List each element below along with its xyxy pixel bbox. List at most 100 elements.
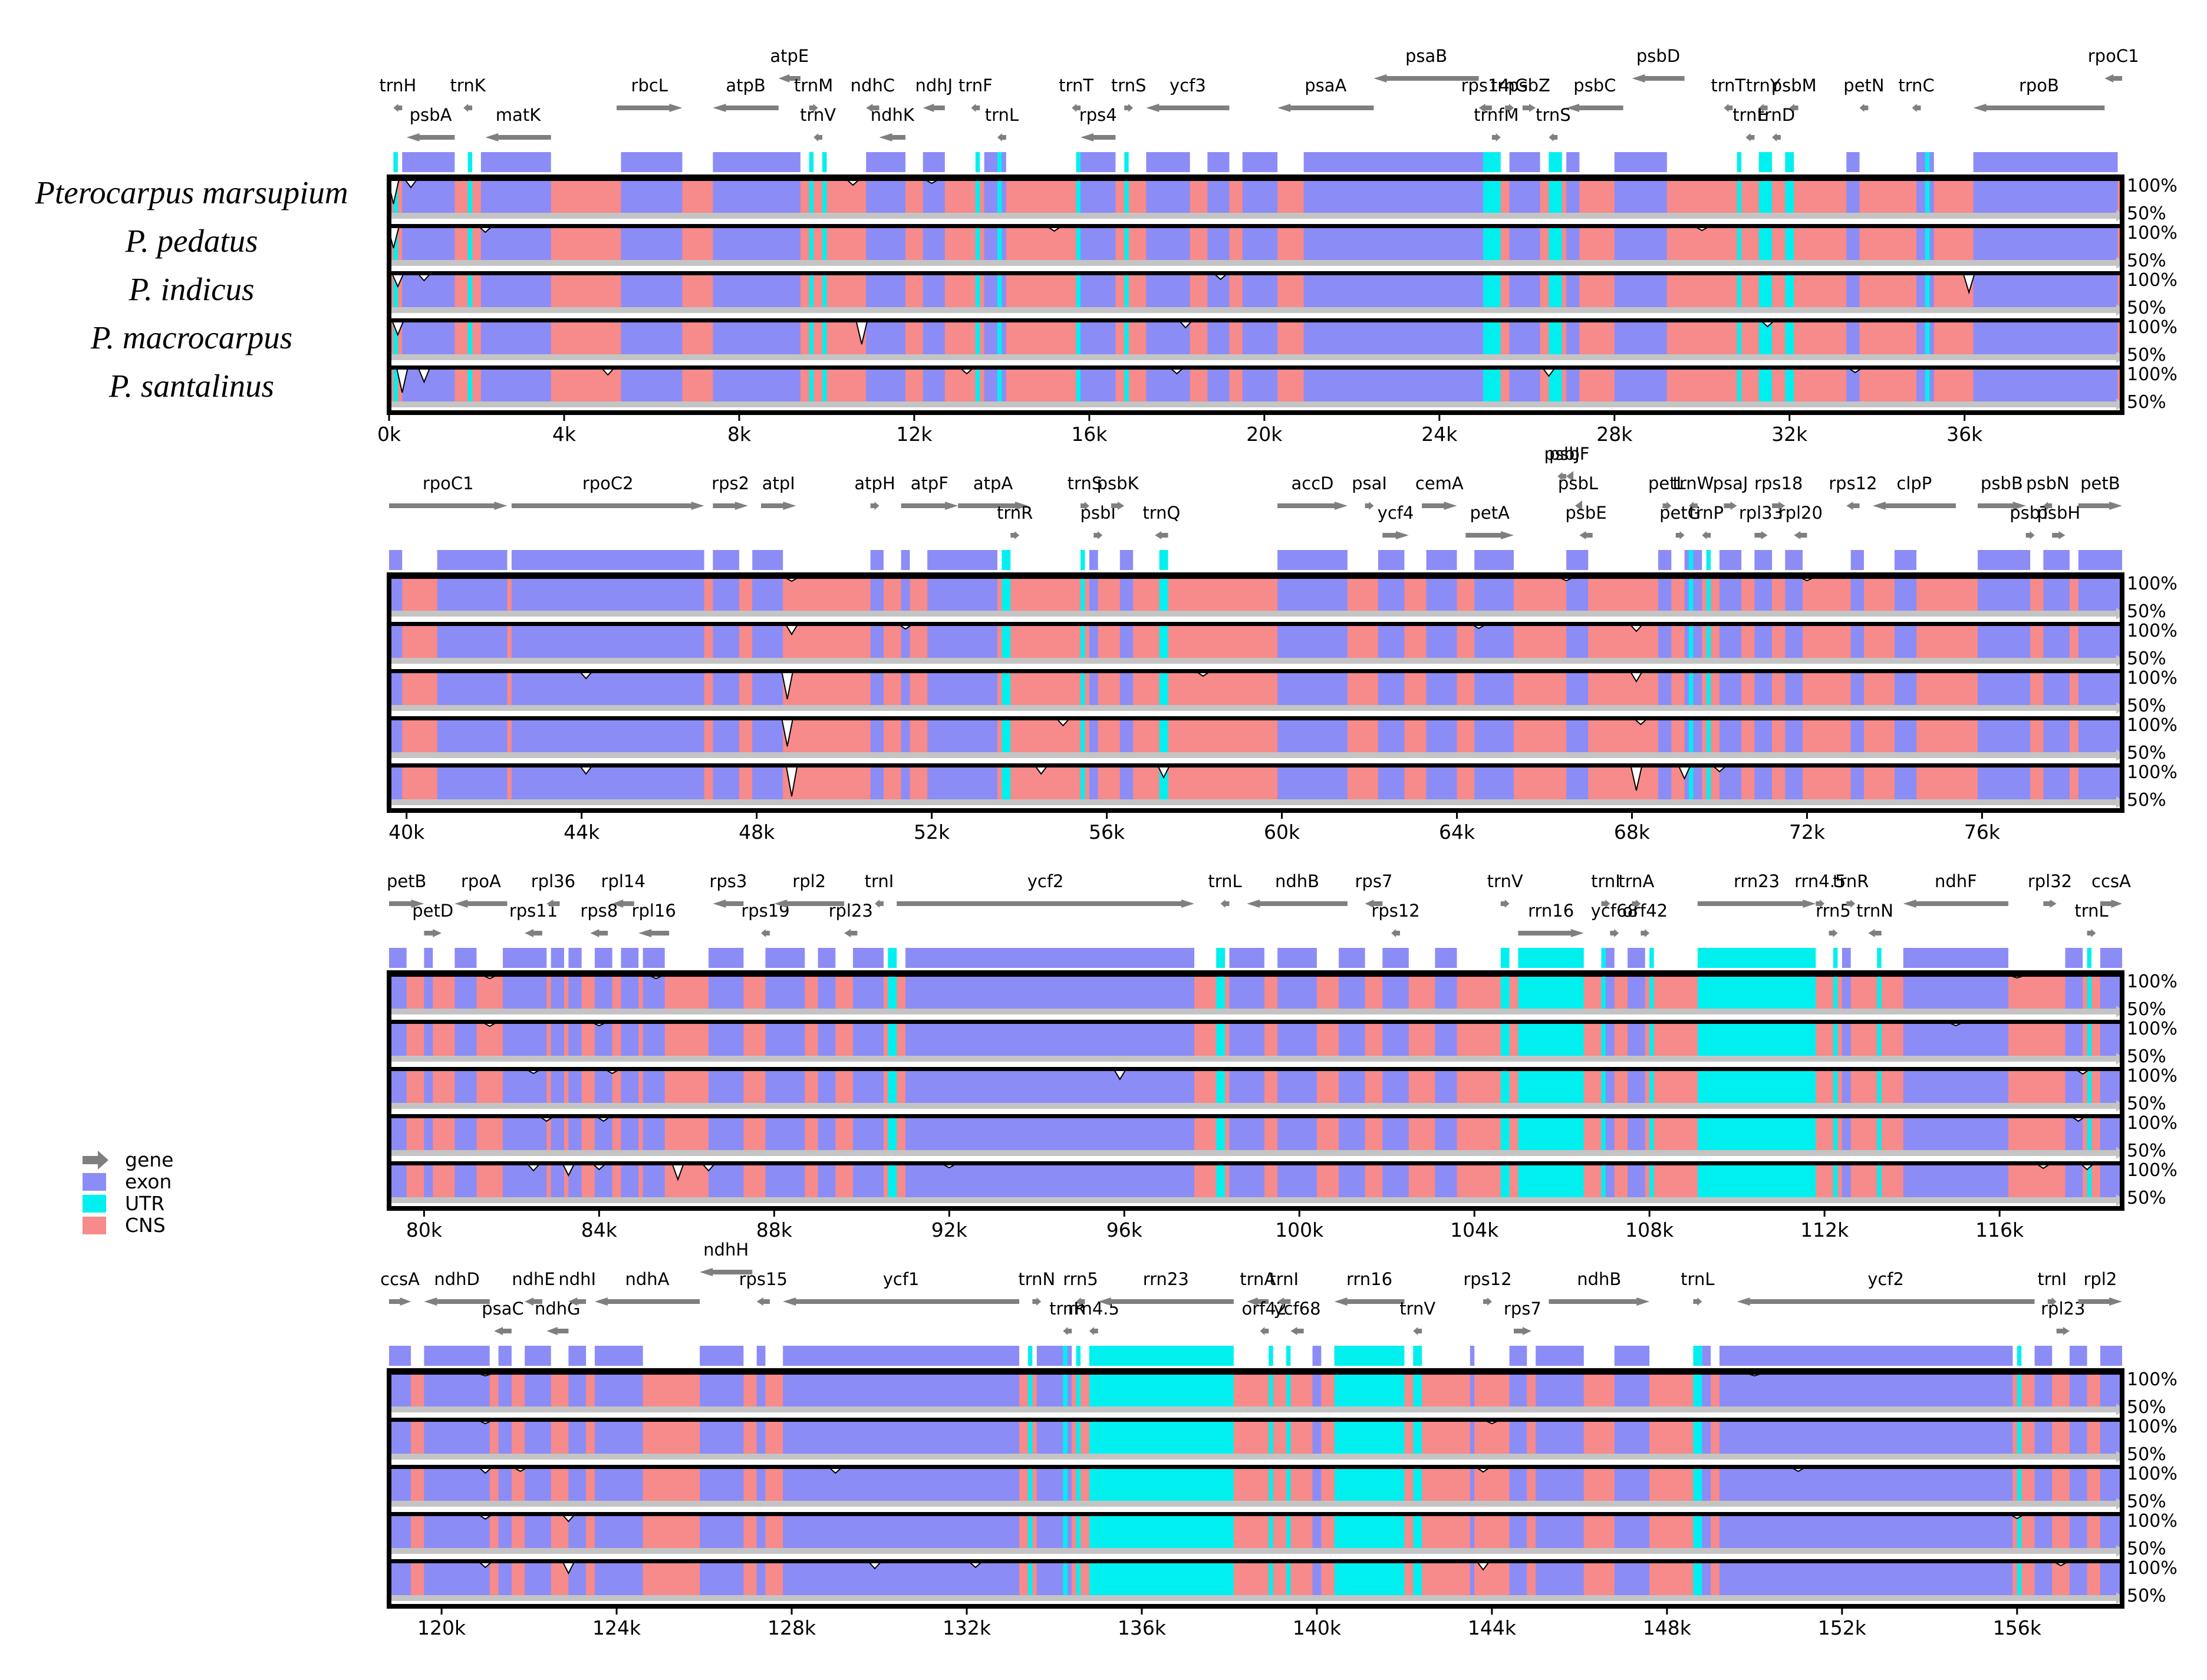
utr-fill bbox=[1081, 625, 1085, 660]
gene-arrow bbox=[1772, 133, 1781, 141]
exon-fill bbox=[415, 228, 455, 262]
exon-fill bbox=[756, 1563, 766, 1597]
gene-arrow bbox=[870, 502, 879, 510]
gene-arrow bbox=[1098, 1297, 1234, 1306]
utr-fill bbox=[1286, 1421, 1291, 1456]
utr-block bbox=[1758, 152, 1773, 172]
gene-label: trnH bbox=[379, 75, 416, 95]
gene-label: rpoC1 bbox=[2088, 46, 2139, 66]
exon-block bbox=[1894, 550, 1917, 570]
utr-fill bbox=[1216, 1023, 1226, 1058]
exon-fill bbox=[503, 1070, 547, 1105]
utr-fill bbox=[1334, 1468, 1405, 1503]
exon-fill bbox=[984, 275, 1006, 309]
gene-arrow bbox=[1745, 133, 1755, 141]
exon-fill bbox=[511, 767, 704, 802]
x-tick-label: 96k bbox=[1106, 1218, 1143, 1241]
baseline-bar bbox=[389, 1406, 2117, 1412]
gene-arrow bbox=[958, 502, 1028, 510]
x-tick-label: 120k bbox=[417, 1616, 466, 1639]
utr-fill bbox=[1500, 1070, 1510, 1105]
exon-fill bbox=[1474, 673, 1514, 707]
identity-label-100: 100% bbox=[2127, 364, 2178, 385]
utr-fill bbox=[1706, 625, 1711, 660]
identity-label-50: 50% bbox=[2127, 696, 2166, 716]
gene-arrow bbox=[844, 929, 858, 937]
exon-fill bbox=[708, 1165, 744, 1200]
exon-fill bbox=[1509, 228, 1540, 262]
utr-fill bbox=[1216, 1118, 1226, 1152]
exon-fill bbox=[1850, 767, 1864, 802]
exon-fill bbox=[621, 1023, 639, 1058]
exon-fill bbox=[1842, 976, 1851, 1011]
utr-fill bbox=[1269, 1421, 1273, 1456]
gene-label: trnI bbox=[2037, 1269, 2067, 1289]
exon-block bbox=[1207, 152, 1230, 172]
gene-arrow bbox=[406, 133, 455, 141]
exon-fill bbox=[389, 1516, 411, 1550]
identity-label-100: 100% bbox=[2127, 1464, 2178, 1484]
exon-fill bbox=[1277, 720, 1348, 755]
exon-fill bbox=[389, 976, 407, 1011]
exon-fill bbox=[1242, 275, 1278, 309]
exon-fill bbox=[1303, 369, 1488, 404]
exon-fill bbox=[765, 1070, 805, 1105]
gene-arrow bbox=[1391, 929, 1400, 937]
exon-fill bbox=[1846, 228, 1860, 262]
track-3: 100% 50% bbox=[389, 1066, 2178, 1114]
identity-label-50: 50% bbox=[2127, 251, 2166, 271]
exon-fill bbox=[1850, 578, 1864, 613]
identity-line bbox=[389, 224, 2122, 228]
exon-fill bbox=[2034, 1563, 2053, 1597]
track-1: 100% 50% bbox=[389, 971, 2178, 1020]
exon-fill bbox=[2034, 1421, 2053, 1456]
exon-fill bbox=[1509, 1374, 1527, 1409]
exon-fill bbox=[1229, 1023, 1264, 1058]
exon-block bbox=[643, 948, 665, 968]
exon-fill bbox=[621, 180, 683, 215]
exon-fill bbox=[1470, 1516, 1475, 1550]
exon-fill bbox=[1973, 275, 2118, 309]
panel-3: petBpetDrpoArps11rpl36rps8rpl14rpl16rps3… bbox=[387, 871, 2178, 1241]
utr-fill bbox=[1063, 1563, 1068, 1597]
utr-fill bbox=[1076, 1563, 1081, 1597]
exon-block bbox=[454, 948, 477, 968]
identity-line bbox=[389, 1020, 2122, 1024]
utr-fill bbox=[1689, 625, 1694, 660]
exon-fill bbox=[852, 1023, 884, 1058]
exon-fill bbox=[783, 1468, 1020, 1503]
exon-fill bbox=[1702, 1374, 1711, 1409]
exon-fill bbox=[415, 275, 455, 309]
exon-fill bbox=[2100, 1516, 2122, 1550]
exon-fill bbox=[905, 1070, 1195, 1105]
exon-fill bbox=[923, 275, 945, 309]
exon-fill bbox=[2078, 625, 2122, 660]
gene-arrow bbox=[1912, 104, 1921, 112]
utr-fill bbox=[1483, 228, 1501, 262]
exon-fill bbox=[1719, 1468, 2013, 1503]
exon-fill bbox=[389, 1421, 411, 1456]
exon-fill bbox=[1303, 180, 1488, 215]
gene-arrow bbox=[1702, 531, 1711, 539]
exon-fill bbox=[594, 1374, 643, 1409]
exon-fill bbox=[2065, 1165, 2083, 1200]
identity-label-50: 50% bbox=[2127, 345, 2166, 365]
utr-fill bbox=[1925, 275, 1930, 309]
exon-fill bbox=[1566, 228, 1580, 262]
exon-fill bbox=[621, 1070, 639, 1105]
utr-fill bbox=[1159, 720, 1168, 755]
gene-arrow bbox=[923, 104, 945, 112]
identity-label-50: 50% bbox=[2127, 648, 2166, 669]
gene-arrow bbox=[424, 929, 442, 937]
gene-label: psaJ bbox=[1713, 473, 1748, 493]
identity-line bbox=[389, 1465, 2122, 1469]
panel-frame bbox=[387, 970, 2124, 1211]
x-tick-label: 112k bbox=[1800, 1218, 1849, 1241]
exon-fill bbox=[1470, 1563, 1475, 1597]
exon-fill bbox=[765, 1118, 805, 1152]
gene-arrow bbox=[1675, 531, 1685, 539]
baseline-bar bbox=[389, 1595, 2117, 1601]
identity-label-100: 100% bbox=[2127, 317, 2178, 338]
gene-label: rrn4.5 bbox=[1794, 871, 1846, 891]
baseline-bar bbox=[389, 1548, 2117, 1554]
